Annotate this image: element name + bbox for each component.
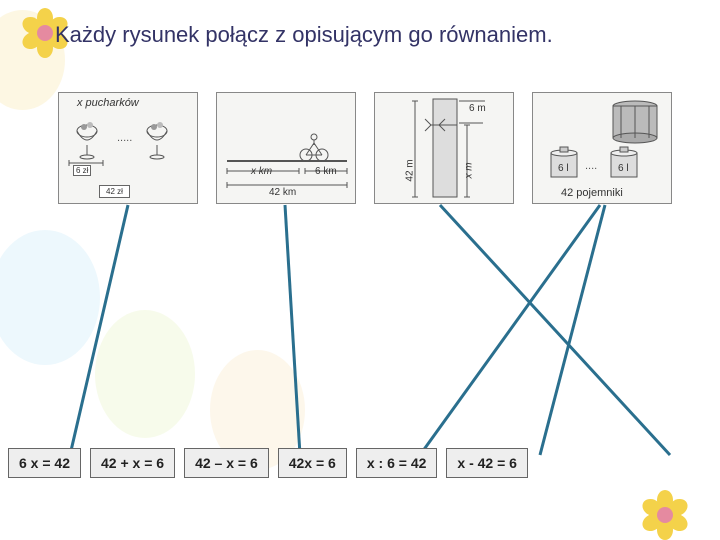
equation-box: 42 – x = 6 [184, 448, 269, 478]
pole-drawing [375, 93, 515, 205]
bike-total-label: 42 km [269, 187, 296, 198]
equation-box: 42 + x = 6 [90, 448, 175, 478]
equations-row: 6 x = 42 42 + x = 6 42 – x = 6 42x = 6 x… [8, 448, 528, 478]
bike-six-label: 6 km [315, 166, 337, 177]
svg-text:.....: ..... [117, 132, 132, 144]
image-bike: x km 6 km 42 km [216, 92, 356, 204]
svg-text:....: .... [585, 160, 597, 172]
pole-top-label: 6 m [469, 103, 486, 114]
page-title: Każdy rysunek połącz z opisującym go rów… [55, 22, 553, 48]
cups-top-label: x pucharków [77, 97, 139, 109]
equation-box: 6 x = 42 [8, 448, 81, 478]
images-row: x pucharków ..... 6 zł [58, 92, 672, 204]
equation-box: x - 42 = 6 [446, 448, 528, 478]
cups-total-label: 42 zł [99, 185, 130, 198]
image-pole: 6 m 42 m x m [374, 92, 514, 204]
barrel-total-label: 42 pojemniki [561, 187, 623, 199]
bike-x-label: x km [251, 166, 272, 177]
barrel-small-label-1: 6 l [558, 163, 569, 174]
cups-price-label: 6 zł [73, 165, 91, 176]
equation-box: 42x = 6 [278, 448, 347, 478]
equation-box: x : 6 = 42 [356, 448, 438, 478]
pole-left-label: 42 m [405, 159, 416, 181]
image-cups: x pucharków ..... 6 zł [58, 92, 198, 204]
barrel-small-label-2: 6 l [618, 163, 629, 174]
pole-right-label: x m [464, 162, 475, 178]
image-barrels: .... 6 l 6 l 42 pojemniki [532, 92, 672, 204]
